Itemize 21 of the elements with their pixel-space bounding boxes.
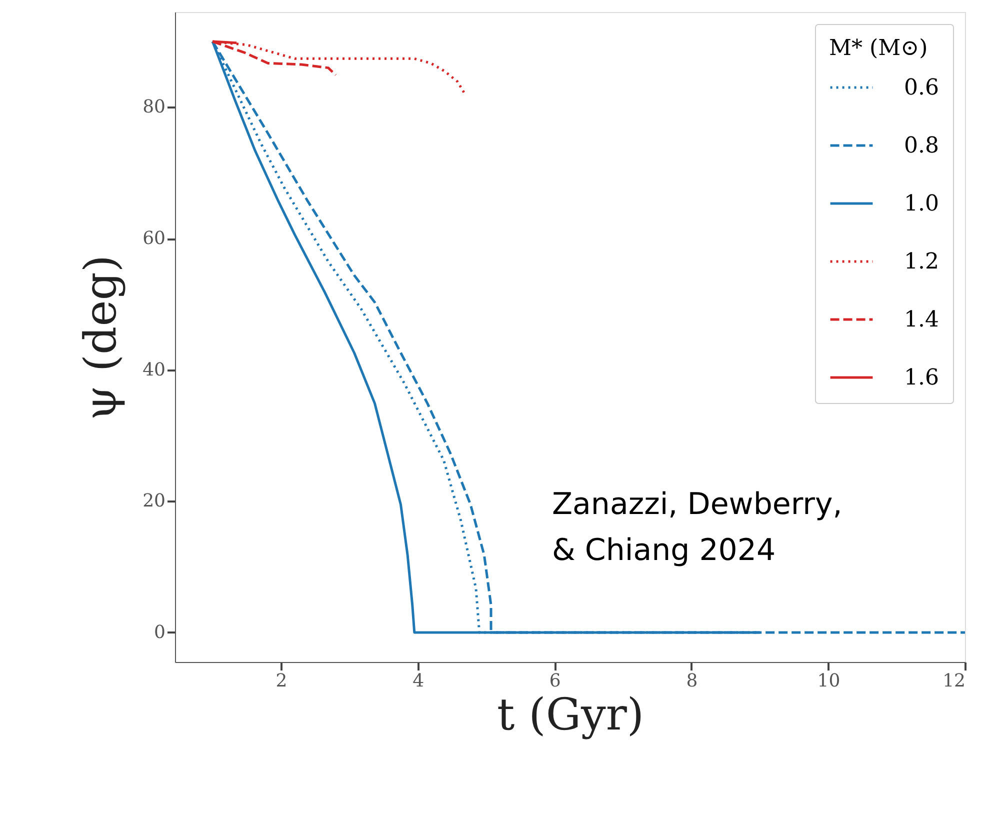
legend-label: 0.6 — [904, 76, 939, 100]
y-tick-label: 60 — [142, 228, 166, 250]
legend-label: 1.2 — [904, 250, 939, 274]
x-tick-label: 12 — [942, 670, 966, 692]
legend-title: M* (M⊙) — [829, 36, 928, 61]
y-tick-label: 20 — [142, 490, 166, 512]
legend-label: 1.4 — [904, 308, 939, 332]
annotation: Zanazzi, Dewberry, & Chiang 2024 — [552, 487, 842, 568]
y-axis-title: ψ (deg) — [76, 254, 127, 420]
x-tick-label: 6 — [549, 670, 561, 692]
x-tick-label: 8 — [686, 670, 698, 692]
y-tick-label: 0 — [154, 622, 166, 643]
legend-label: 1.6 — [904, 366, 939, 390]
x-tick-label: 10 — [817, 670, 840, 692]
legend-label: 0.8 — [904, 134, 939, 158]
x-tick-label: 2 — [276, 670, 288, 692]
x-axis-title: t (Gyr) — [496, 690, 644, 740]
y-tick-label: 40 — [142, 359, 166, 380]
legend-label: 1.0 — [904, 192, 939, 216]
x-tick-label: 4 — [412, 670, 424, 692]
y-tick-label: 80 — [142, 96, 166, 118]
